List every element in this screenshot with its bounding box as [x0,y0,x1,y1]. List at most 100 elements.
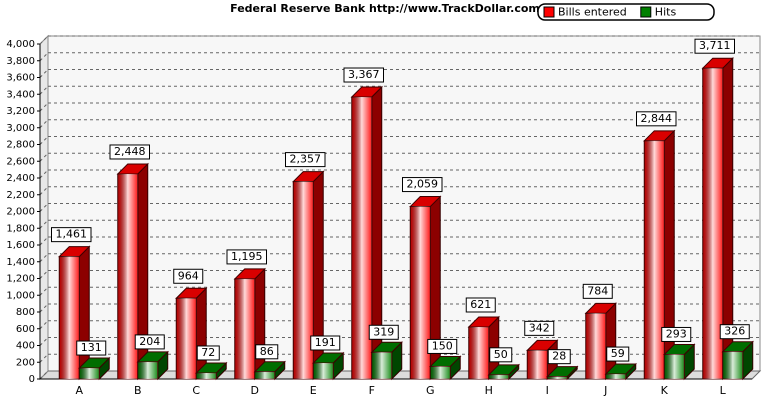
bar [487,363,520,381]
grid-line [39,236,49,246]
y-tick-label: 1,600 [6,240,35,251]
value-label-box [285,152,326,168]
bar-side-shade [254,268,265,379]
y-tick-label: 4,000 [6,39,35,50]
grid-line [39,253,49,263]
bar-side-shade [371,87,382,380]
bar-top-shade [59,246,90,257]
value-label: 784 [582,283,613,299]
bar-side-shade [722,58,733,380]
bar-top-shade [722,341,753,352]
y-tick-label: 200 [16,357,35,368]
value-label-text: 1,195 [231,250,263,263]
value-label: 28 [547,349,571,365]
value-label-box [465,297,496,313]
grid-line [39,35,49,45]
grid-line [39,85,49,95]
x-tick-label: G [426,384,435,397]
x-tick-label: H [485,384,493,397]
bar [253,360,286,381]
value-label-box [196,345,220,361]
x-tick-label: D [251,384,259,397]
bar-top-shade [468,316,499,327]
bar-side-shade [157,351,168,379]
bar-shine [293,181,314,379]
bar [409,195,442,381]
value-label: 86 [255,344,279,360]
value-label: 1,461 [51,227,92,243]
value-label: 72 [196,345,220,361]
bar-shine [410,206,431,379]
bar [721,340,754,381]
grid-line [39,169,49,179]
y-tick-label: 2,600 [6,156,35,167]
bar-side-shade [625,364,636,379]
x-tick-label: I [546,384,549,397]
value-label-text: 2,448 [114,145,146,158]
value-label-box [636,111,677,127]
value-label-text: 3,367 [348,68,380,81]
value-label-box [109,144,150,160]
bar [370,341,403,381]
value-label-text: 2,059 [407,178,439,191]
bar-top-shade [664,344,695,355]
y-tick-label: 800 [16,307,35,318]
bar [233,267,266,381]
y-tick-label: 600 [16,324,35,335]
value-label-text: 28 [552,350,566,363]
bar-shine [722,351,743,379]
value-label-text: 86 [260,345,274,358]
value-label: 150 [427,338,458,354]
bar-shine [351,97,372,380]
value-label-box [134,334,165,350]
value-label: 3,367 [343,67,384,83]
bar-side-shade [742,341,753,379]
bar-shine [605,374,626,379]
bar-shine [196,372,217,379]
value-label-box [226,249,267,265]
bar-top-shade [410,196,441,207]
bar [643,129,676,381]
y-tick-label: 2,000 [6,207,35,218]
x-tick-label: K [661,384,669,397]
bar [312,351,345,381]
value-label-text: 326 [724,325,745,338]
grid-line [39,52,49,62]
value-label-box [606,346,630,362]
x-tick-label: L [720,384,727,397]
bar-top-shade [176,288,207,299]
grid-line [39,270,49,279]
bar-side-shade [313,171,324,379]
bar-shine [702,68,723,380]
grid-line [39,337,49,346]
x-tick-label: F [369,384,375,397]
bar-shine [488,374,509,379]
bar-top-shade [234,268,265,279]
legend-label: Hits [655,6,677,19]
value-label-box [76,340,107,356]
y-tick-label: 2,400 [6,173,35,184]
value-label: 319 [368,324,399,340]
value-label-text: 50 [494,348,508,361]
value-label-text: 319 [373,325,394,338]
bar [116,162,149,381]
y-tick-label: 3,000 [6,123,35,134]
bar-top-shade [293,171,324,182]
x-tick-label: B [134,384,142,397]
grid-line [39,353,49,363]
value-label-text: 964 [178,269,199,282]
bar [292,170,325,381]
value-label-box [343,67,384,83]
y-tick-label: 3,800 [6,56,35,67]
bar-top-shade [585,303,616,314]
bar [429,355,462,381]
grid-line [39,370,49,380]
bar-top-shade [702,58,733,69]
bar-side-shade [450,356,461,379]
bar-shine [137,361,158,379]
value-label-box [694,38,735,54]
value-label-text: 59 [611,347,625,360]
bar-side-shade [508,364,519,379]
value-label-box [427,338,458,354]
